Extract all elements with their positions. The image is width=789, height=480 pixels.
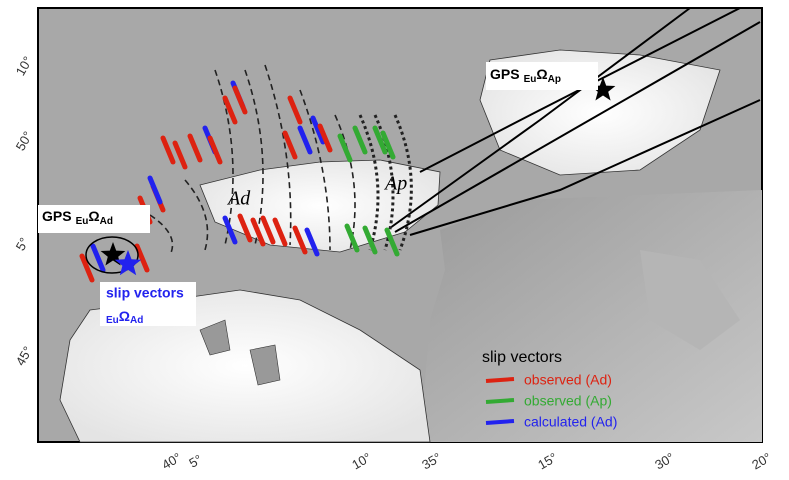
lon-tick-label: 40° (159, 450, 184, 473)
slip-vector (344, 223, 360, 253)
slip-vector (207, 135, 223, 165)
lon-tick-label: 10° (349, 450, 374, 473)
slip-vector (90, 243, 106, 273)
slip-vector (287, 95, 303, 125)
arc (149, 214, 174, 256)
lon-tick-label: 35° (419, 450, 444, 473)
legend-item: observed (Ap) (524, 393, 612, 409)
slip-vector (337, 133, 353, 163)
arc (393, 114, 413, 251)
slip-vector (260, 215, 276, 245)
slip-vector (160, 135, 176, 165)
slip-vector (310, 115, 326, 145)
gps-ad-star (100, 242, 126, 266)
arc (264, 64, 292, 246)
slip-vector (187, 133, 203, 163)
slip-vector (372, 125, 388, 155)
slip-vector (232, 85, 248, 115)
legend-swatch (485, 398, 515, 404)
arc (358, 114, 380, 251)
slip-vectors (79, 80, 400, 283)
arc (299, 89, 331, 251)
region-label: Ad (226, 188, 251, 210)
gps-ap-label: GPS EuΩAp (490, 66, 561, 85)
label-box (100, 282, 196, 326)
slip-vector (172, 140, 188, 170)
legend-swatch (485, 377, 515, 383)
lon-tick-label: 15° (535, 450, 560, 473)
slip-vector (380, 130, 396, 160)
slip-vector (282, 130, 298, 160)
lat-tick-label: 50° (13, 129, 36, 154)
slip-label-sub: EuΩAd (106, 308, 143, 326)
arc (214, 69, 234, 246)
lon-tick-label: 30° (652, 450, 677, 473)
lon-tick-label: 5° (186, 451, 204, 470)
slip-vector (250, 217, 266, 247)
slip-vector (362, 225, 378, 255)
slip-vector (292, 225, 308, 255)
legend-title: slip vectors (482, 349, 562, 366)
label-box (38, 205, 150, 233)
lon-tick-label: 20° (749, 450, 774, 473)
arc (184, 179, 209, 251)
lat-tick-label: 45° (13, 344, 36, 369)
slip-vector (237, 213, 253, 243)
gps-ap-star (590, 77, 616, 101)
slip-vector (272, 217, 288, 247)
slip-label: slip vectors (106, 285, 184, 301)
slip-vector (134, 243, 150, 273)
legend-swatch (485, 419, 515, 425)
plate-lines (389, 7, 761, 236)
region-label: Ap (383, 173, 407, 195)
arc (244, 69, 264, 246)
slip-vector (352, 125, 368, 155)
legend-item: observed (Ad) (524, 372, 612, 388)
slip-vector (147, 175, 163, 205)
slip-vector (222, 95, 238, 125)
slip-vector (297, 125, 313, 155)
slip-vector (384, 227, 400, 257)
gps-ad-label: GPS EuΩAd (42, 208, 113, 227)
slip-vector (222, 215, 238, 245)
legend-item: calculated (Ad) (524, 414, 617, 430)
slip-vector (304, 227, 320, 257)
lat-tick-label: 5° (13, 235, 32, 253)
slip-star (114, 250, 142, 276)
legend: slip vectors observed (Ad) observed (Ap)… (482, 349, 617, 429)
lat-tick-label: 10° (13, 54, 36, 79)
label-box (486, 62, 598, 90)
slip-vector (79, 253, 95, 283)
slip-vector (317, 123, 333, 153)
error-ellipse (85, 236, 139, 274)
